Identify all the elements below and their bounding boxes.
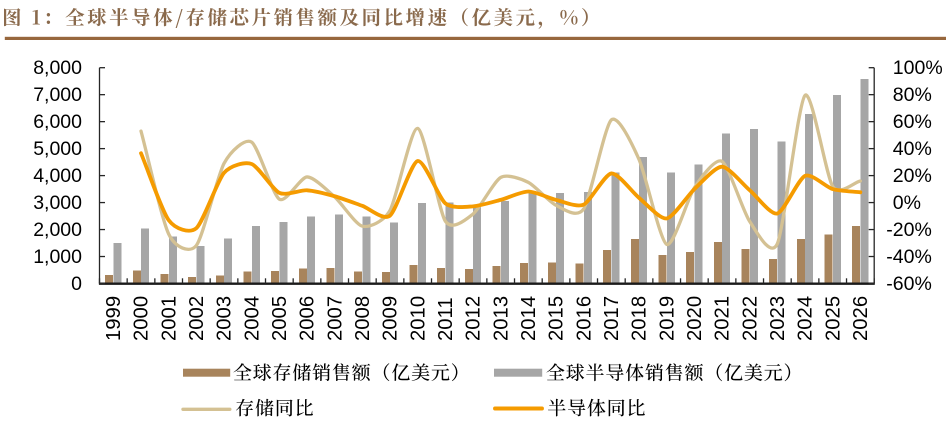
svg-text:-60%: -60% [886,273,932,295]
svg-text:8,000: 8,000 [33,57,82,79]
svg-text:2009: 2009 [380,296,402,341]
svg-text:-20%: -20% [886,219,932,241]
svg-text:2018: 2018 [629,296,651,341]
svg-text:2006: 2006 [297,296,319,341]
svg-text:2000: 2000 [131,296,153,341]
svg-text:2004: 2004 [241,296,263,341]
svg-text:0%: 0% [893,192,921,214]
svg-text:2021: 2021 [712,296,734,341]
svg-text:100%: 100% [893,57,943,79]
svg-text:2012: 2012 [463,296,485,341]
svg-text:20%: 20% [893,165,932,187]
svg-text:2008: 2008 [352,296,374,341]
svg-text:2001: 2001 [158,296,180,341]
svg-text:2024: 2024 [795,296,817,341]
svg-text:40%: 40% [893,138,932,160]
svg-text:-40%: -40% [886,246,932,268]
svg-text:2016: 2016 [573,296,595,341]
svg-text:2007: 2007 [324,296,346,341]
svg-text:2010: 2010 [407,296,429,341]
svg-text:2017: 2017 [601,296,623,341]
svg-text:2019: 2019 [656,296,678,341]
svg-text:6,000: 6,000 [33,111,82,133]
svg-text:2014: 2014 [518,296,540,341]
svg-text:2003: 2003 [214,296,236,341]
svg-text:2023: 2023 [767,296,789,341]
svg-text:60%: 60% [893,111,932,133]
svg-text:3,000: 3,000 [33,192,82,214]
svg-text:2026: 2026 [850,296,872,341]
svg-text:2015: 2015 [546,296,568,341]
svg-text:7,000: 7,000 [33,84,82,106]
svg-text:80%: 80% [893,84,932,106]
svg-text:0: 0 [71,273,82,295]
svg-text:5,000: 5,000 [33,138,82,160]
svg-text:2022: 2022 [739,296,761,341]
svg-text:1999: 1999 [103,296,125,341]
svg-text:2013: 2013 [490,296,512,341]
svg-text:1,000: 1,000 [33,246,82,268]
svg-text:4,000: 4,000 [33,165,82,187]
svg-text:2011: 2011 [435,297,457,341]
svg-text:2002: 2002 [186,296,208,341]
svg-text:2005: 2005 [269,296,291,341]
svg-text:2020: 2020 [684,296,706,341]
svg-text:2,000: 2,000 [33,219,82,241]
svg-text:2025: 2025 [822,296,844,341]
